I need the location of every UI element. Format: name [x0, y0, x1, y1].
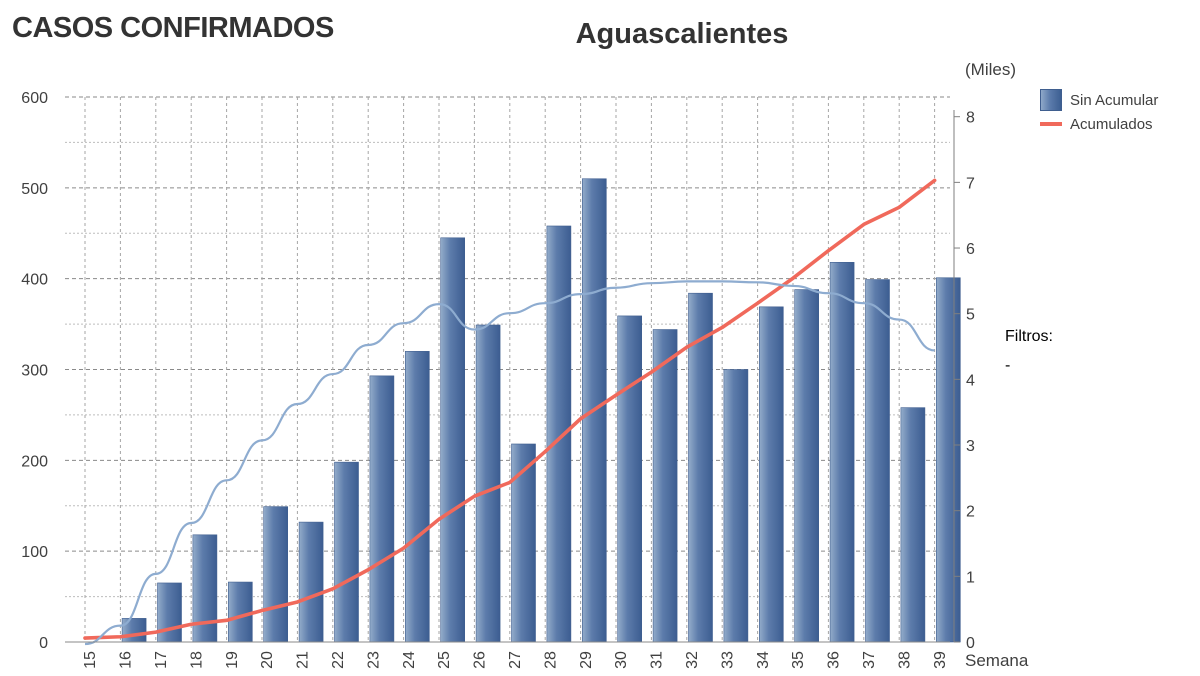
x-axis-tick-label: 39 — [932, 651, 949, 669]
filters-value: - — [1005, 357, 1011, 374]
bar — [157, 582, 182, 643]
x-axis-tick-label: 31 — [649, 651, 666, 669]
x-axis-tick-label: 34 — [755, 651, 772, 669]
bar — [334, 461, 359, 643]
bar — [440, 237, 466, 643]
x-axis-tick-label: 35 — [790, 651, 807, 669]
left-axis-tick-label: 300 — [21, 363, 48, 380]
x-axis-tick-label: 22 — [330, 651, 347, 669]
right-axis-tick-label: 7 — [966, 175, 975, 192]
right-axis-tick-label: 3 — [966, 438, 975, 455]
right-axis-tick-label: 2 — [966, 504, 975, 521]
left-axis-tick-label: 500 — [21, 181, 48, 198]
legend-item-line[interactable]: Acumulados — [1040, 112, 1158, 136]
x-axis-tick-label: 15 — [82, 651, 99, 669]
x-axis-tick-label: 37 — [861, 651, 878, 669]
x-axis-title: Semana — [965, 651, 1029, 670]
bar — [617, 315, 643, 643]
right-axis-tick-label: 6 — [966, 241, 975, 258]
x-axis-tick-label: 28 — [542, 651, 559, 669]
legend-line-swatch — [1040, 122, 1062, 126]
bar — [546, 225, 572, 643]
x-axis-tick-label: 32 — [684, 651, 701, 669]
x-axis-tick-label: 29 — [578, 651, 595, 669]
bar — [688, 292, 713, 643]
legend-bar-swatch — [1040, 89, 1062, 111]
filters-label: Filtros: — [1005, 328, 1053, 345]
x-axis-tick-label: 27 — [507, 651, 524, 669]
bar — [652, 329, 678, 643]
bar — [192, 534, 218, 643]
bar — [475, 324, 501, 643]
left-axis-tick-label: 400 — [21, 272, 48, 289]
line-series — [83, 178, 937, 646]
legend-label-line: Acumulados — [1070, 115, 1153, 133]
x-axis-tick-label: 36 — [826, 651, 843, 669]
x-axis-tick-label: 24 — [401, 651, 418, 669]
right-axis-tick-label: 0 — [966, 635, 975, 652]
bar — [298, 521, 324, 643]
bar — [121, 618, 147, 643]
cumulative-line — [83, 178, 937, 640]
x-axis-tick-label: 23 — [365, 651, 382, 669]
bar — [758, 306, 784, 643]
x-axis-tick-label: 21 — [295, 651, 312, 669]
bar — [794, 289, 820, 643]
x-axis-tick-label: 25 — [436, 651, 453, 669]
right-axis-tick-label: 5 — [966, 307, 975, 324]
trend-line — [84, 280, 935, 646]
bar — [511, 443, 536, 643]
x-axis-tick-label: 17 — [153, 651, 170, 669]
bar — [865, 279, 890, 643]
bar — [263, 506, 289, 643]
left-axis-tick-label: 0 — [39, 635, 48, 652]
bar — [723, 369, 749, 643]
x-axis-tick-label: 38 — [896, 651, 913, 669]
x-axis-tick-label: 16 — [118, 651, 135, 669]
page-heading: CASOS CONFIRMADOS — [12, 12, 334, 44]
legend-label-bars: Sin Acumular — [1070, 91, 1159, 109]
bar — [935, 277, 961, 643]
left-axis-tick-label: 200 — [21, 453, 48, 470]
x-axis-tick-label: 18 — [188, 651, 205, 669]
bar — [829, 262, 855, 643]
bar — [900, 407, 926, 643]
right-axis-tick-label: 1 — [966, 569, 975, 586]
right-axis-tick-label: 8 — [966, 110, 975, 127]
chart-title: Aguascalientes — [575, 18, 789, 50]
x-axis-tick-label: 19 — [224, 651, 241, 669]
right-axis-unit-label: (Miles) — [965, 60, 1016, 79]
x-axis-tick-label: 20 — [259, 651, 276, 669]
x-axis-tick-label: 33 — [719, 651, 736, 669]
x-axis-tick-label: 26 — [472, 651, 489, 669]
left-axis-tick-label: 600 — [21, 90, 48, 107]
right-axis-tick-label: 4 — [966, 372, 975, 389]
left-axis-tick-label: 100 — [21, 544, 48, 561]
bar — [404, 351, 430, 643]
chart-legend: Sin Acumular Acumulados — [1040, 88, 1158, 136]
bar-series — [121, 178, 961, 643]
bar — [369, 375, 395, 643]
x-axis-tick-label: 30 — [613, 651, 630, 669]
legend-item-bars[interactable]: Sin Acumular — [1040, 88, 1158, 112]
bar — [228, 581, 253, 643]
